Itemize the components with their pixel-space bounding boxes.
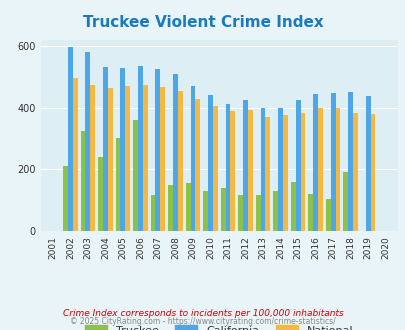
Bar <box>90 85 95 231</box>
Bar <box>260 108 265 231</box>
Bar <box>370 114 375 231</box>
Text: © 2025 CityRating.com - https://www.cityrating.com/crime-statistics/: © 2025 CityRating.com - https://www.city… <box>70 317 335 326</box>
Bar <box>307 194 312 231</box>
Bar <box>202 191 207 231</box>
Bar <box>335 109 340 231</box>
Bar <box>365 96 370 231</box>
Bar <box>282 115 287 231</box>
Bar <box>63 166 68 231</box>
Bar <box>115 138 120 231</box>
Bar <box>138 66 143 231</box>
Bar <box>195 99 200 231</box>
Bar <box>185 183 190 231</box>
Text: Crime Index corresponds to incidents per 100,000 inhabitants: Crime Index corresponds to incidents per… <box>62 309 343 317</box>
Bar <box>212 106 217 231</box>
Bar <box>295 100 300 231</box>
Bar <box>108 88 113 231</box>
Bar <box>330 93 335 231</box>
Bar <box>225 104 230 231</box>
Bar <box>133 120 138 231</box>
Bar <box>173 74 177 231</box>
Bar <box>230 111 235 231</box>
Bar <box>273 191 277 231</box>
Bar <box>155 69 160 231</box>
Bar <box>352 113 357 231</box>
Bar <box>190 86 195 231</box>
Bar <box>80 131 85 231</box>
Bar <box>143 85 147 231</box>
Bar <box>120 68 125 231</box>
Bar <box>85 52 90 231</box>
Bar <box>207 95 212 231</box>
Bar <box>98 157 103 231</box>
Bar <box>177 90 182 231</box>
Bar <box>312 94 317 231</box>
Bar <box>220 188 225 231</box>
Bar <box>125 86 130 231</box>
Bar <box>325 199 330 231</box>
Bar <box>168 185 173 231</box>
Text: Truckee Violent Crime Index: Truckee Violent Crime Index <box>83 15 322 30</box>
Legend: Truckee, California, National: Truckee, California, National <box>80 321 358 330</box>
Bar <box>342 172 347 231</box>
Bar <box>290 182 295 231</box>
Bar <box>265 117 270 231</box>
Bar <box>243 100 247 231</box>
Bar <box>103 67 108 231</box>
Bar <box>160 87 165 231</box>
Bar <box>277 108 282 231</box>
Bar <box>300 113 305 231</box>
Bar <box>238 195 243 231</box>
Bar <box>347 92 352 231</box>
Bar <box>150 195 155 231</box>
Bar <box>255 195 260 231</box>
Bar <box>72 78 77 231</box>
Bar <box>68 47 72 231</box>
Bar <box>247 110 252 231</box>
Bar <box>317 108 322 231</box>
